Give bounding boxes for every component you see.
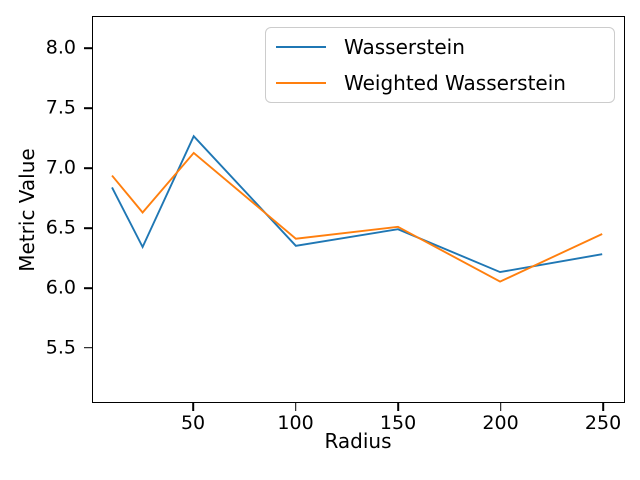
y-tick-mark [84,287,92,289]
legend-row: Weighted Wasserstein [266,65,614,101]
y-tick-mark [84,167,92,169]
legend-row: Wasserstein [266,29,614,65]
y-tick-mark [84,47,92,50]
y-tick-mark [84,347,92,349]
y-tick-label: 5.5 [45,336,76,359]
legend: Wasserstein Weighted Wasserstein [265,27,615,103]
y-tick-label: 7.5 [45,96,76,119]
x-tick-label: 50 [180,412,206,434]
legend-line-sample [276,45,326,49]
y-tick-label: 7.0 [45,156,76,179]
y-axis-label: Metric Value [15,148,39,272]
x-tick-label: 200 [482,412,519,434]
x-tick-mark [192,403,194,411]
legend-label: Wasserstein [344,35,465,59]
x-tick-mark [499,403,502,411]
y-tick-mark [84,107,92,110]
weighted-wasserstein-line [111,151,603,283]
x-tick-mark [294,403,297,411]
y-tick-label: 8.0 [45,36,76,59]
legend-line-sample [276,81,326,85]
y-tick-label: 6.0 [45,276,76,299]
x-tick-mark [602,403,604,411]
line-chart-svg [111,134,603,283]
legend-label: Weighted Wasserstein [344,71,566,95]
y-tick-label: 6.5 [45,216,76,239]
x-tick-mark [397,403,399,411]
x-tick-label: 100 [277,412,314,434]
x-tick-label: 150 [379,412,417,434]
x-axis-label: Radius [324,429,392,453]
plot-area: Wasserstein Weighted Wasserstein [92,16,625,403]
y-tick-mark [84,227,92,229]
x-tick-label: 250 [584,412,622,434]
wasserstein-line [111,134,603,274]
